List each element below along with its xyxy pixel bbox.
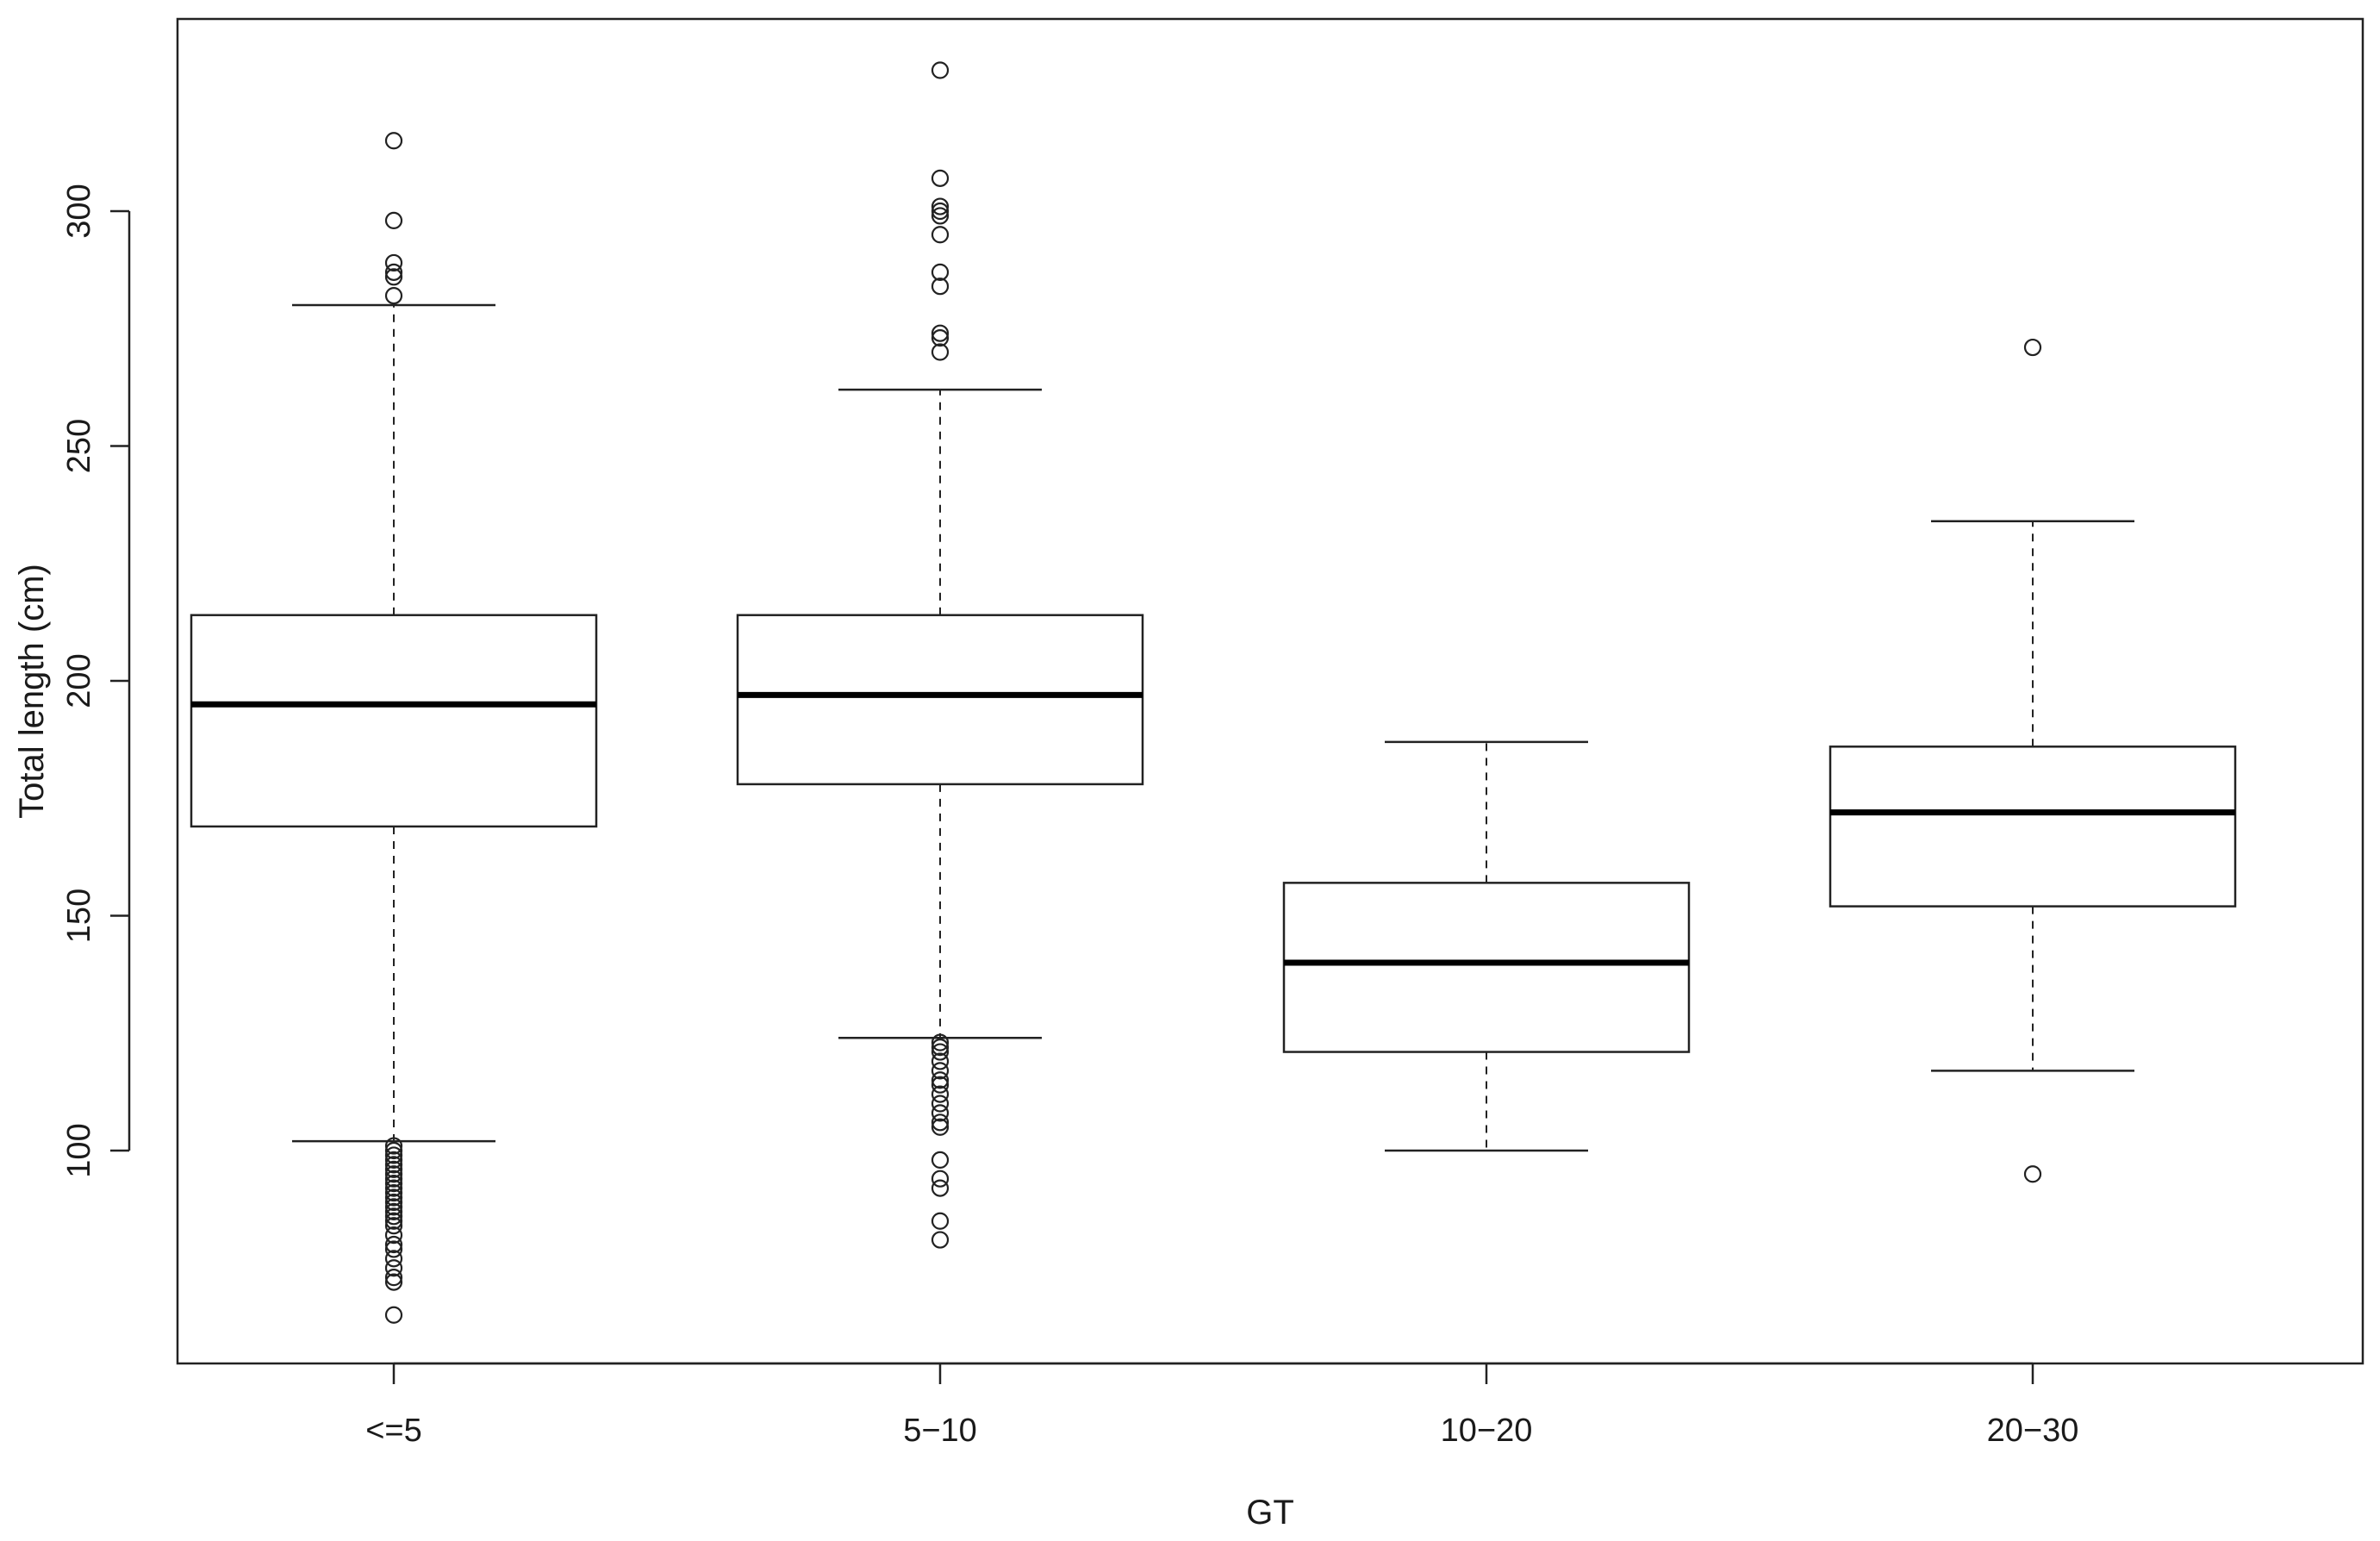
outlier-point xyxy=(384,132,403,150)
outlier-point xyxy=(384,211,403,229)
outlier-point xyxy=(384,1175,403,1193)
outlier-point xyxy=(931,1085,950,1103)
outlier-point xyxy=(931,1052,950,1070)
outlier-point xyxy=(931,207,950,225)
x-tick-label: 10−20 xyxy=(1441,1413,1533,1449)
outlier-point xyxy=(931,324,950,342)
outlier-point xyxy=(384,1202,403,1220)
outlier-point xyxy=(931,329,950,347)
y-tick-label: 250 xyxy=(61,419,97,473)
outlier-point xyxy=(931,1212,950,1230)
outlier-point xyxy=(384,1250,403,1268)
outlier-point xyxy=(931,169,950,187)
outlier-point xyxy=(931,1104,950,1122)
outlier-point xyxy=(931,226,950,244)
outlier-point xyxy=(384,1137,403,1155)
x-axis: <=5 5−10 10−20 20−30 xyxy=(365,1362,2079,1449)
outlier-point xyxy=(384,1269,403,1287)
outlier-point xyxy=(384,1160,403,1178)
outlier-point xyxy=(384,1212,403,1230)
outlier-point xyxy=(384,1306,403,1324)
outlier-point xyxy=(931,1038,950,1057)
y-tick-label: 300 xyxy=(61,184,97,238)
outlier-point xyxy=(931,1118,950,1136)
iqr-box xyxy=(190,614,598,828)
outlier-point xyxy=(384,1183,403,1202)
outlier-point xyxy=(384,1273,403,1291)
outlier-point xyxy=(384,1170,403,1188)
outlier-point xyxy=(384,1151,403,1170)
outlier-point xyxy=(384,1226,403,1245)
box-group xyxy=(190,132,598,1324)
outlier-point xyxy=(384,1240,403,1258)
box-group xyxy=(736,61,1144,1249)
y-tick-label: 200 xyxy=(61,653,97,708)
iqr-box xyxy=(1282,882,1691,1053)
y-tick-label: 150 xyxy=(61,889,97,943)
outlier-point xyxy=(931,197,950,215)
outlier-point xyxy=(931,1062,950,1080)
outlier-point xyxy=(384,263,403,281)
x-tick-label: 20−30 xyxy=(1987,1413,2079,1449)
outlier-point xyxy=(384,1179,403,1197)
outlier-point xyxy=(384,1189,403,1207)
y-axis: 100 150 200 250 300 xyxy=(61,184,131,1178)
x-tick-label: <=5 xyxy=(365,1413,422,1449)
outlier-point xyxy=(2023,1165,2042,1183)
outlier-point xyxy=(2023,338,2042,357)
outlier-point xyxy=(384,1259,403,1277)
outlier-point xyxy=(931,1095,950,1113)
outlier-point xyxy=(931,343,950,361)
outlier-point xyxy=(931,1114,950,1132)
outlier-point xyxy=(384,1235,403,1254)
box-group xyxy=(1282,740,1691,1152)
iqr-box xyxy=(1829,746,2237,908)
x-tick-label: 5−10 xyxy=(903,1413,977,1449)
outlier-point xyxy=(931,1231,950,1249)
outlier-point xyxy=(384,1165,403,1183)
outlier-point xyxy=(931,202,950,221)
outlier-point xyxy=(931,1179,950,1197)
outlier-point xyxy=(384,1207,403,1226)
outlier-point xyxy=(384,253,403,272)
outlier-point xyxy=(384,287,403,305)
outlier-point xyxy=(384,1156,403,1174)
outlier-point xyxy=(384,1217,403,1235)
outlier-point xyxy=(384,1193,403,1212)
outlier-point xyxy=(384,1198,403,1216)
outlier-point xyxy=(931,1033,950,1051)
outlier-point xyxy=(931,1071,950,1089)
outlier-point xyxy=(384,268,403,286)
box-series xyxy=(190,61,2237,1324)
y-tick-label: 100 xyxy=(61,1123,97,1177)
outlier-point xyxy=(931,1170,950,1188)
y-axis-title: Total length (cm) xyxy=(13,564,51,819)
outlier-point xyxy=(931,278,950,296)
outlier-point xyxy=(931,263,950,281)
outlier-point xyxy=(384,1146,403,1164)
box-group xyxy=(1829,338,2237,1183)
outlier-point xyxy=(931,1151,950,1170)
outlier-point xyxy=(931,61,950,79)
outlier-point xyxy=(384,1141,403,1160)
outlier-point xyxy=(931,1043,950,1061)
iqr-box xyxy=(736,614,1144,786)
x-axis-title: GT xyxy=(1246,1494,1294,1532)
outlier-point xyxy=(931,1076,950,1094)
